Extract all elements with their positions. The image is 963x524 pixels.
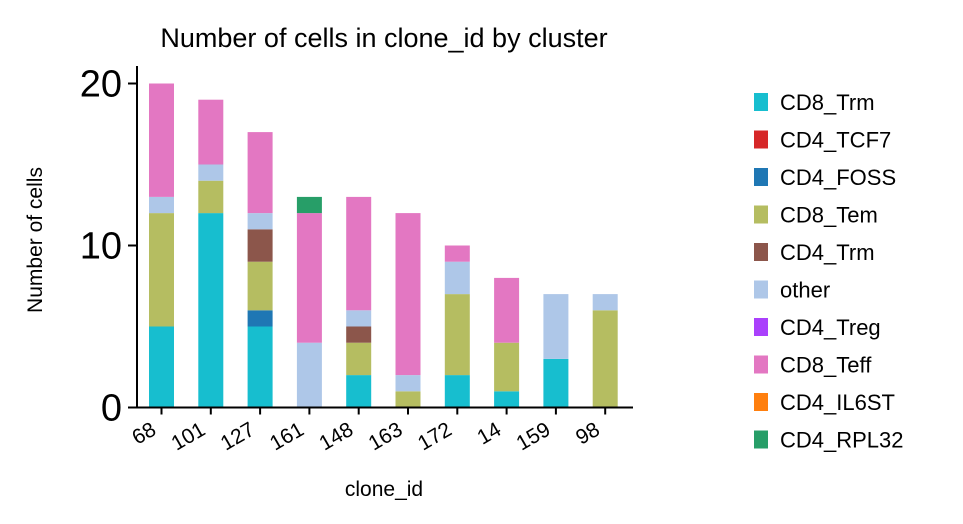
legend-label: CD4_IL6ST xyxy=(780,390,895,415)
bar-148-other xyxy=(346,310,372,327)
bar-98-other xyxy=(592,294,618,311)
bar-172-CD8_Teff xyxy=(444,245,470,262)
bar-14-CD8_Trm xyxy=(494,391,520,408)
bar-172-CD8_Tem xyxy=(444,294,470,376)
legend-swatch xyxy=(754,318,768,336)
y-tick-label: 10 xyxy=(80,226,122,268)
y-axis-label: Number of cells xyxy=(24,167,47,313)
bar-148-CD8_Tem xyxy=(346,342,372,376)
bar-161-CD8_Teff xyxy=(296,213,322,343)
bar-14-CD8_Teff xyxy=(494,277,520,343)
legend-swatch xyxy=(754,243,768,261)
bar-127-CD4_FOSS xyxy=(247,310,273,327)
legend-swatch xyxy=(754,355,768,374)
plot-area xyxy=(149,83,618,408)
bar-163-CD8_Teff xyxy=(395,213,421,376)
bar-163-other xyxy=(395,375,421,392)
x-tick-label: 172 xyxy=(414,418,456,455)
x-tick-label: 98 xyxy=(572,418,604,450)
y-tick-label: 20 xyxy=(80,64,122,106)
bar-161-CD4_RPL32 xyxy=(296,196,322,214)
chart-title: Number of cells in clone_id by cluster xyxy=(160,23,607,53)
y-tick-label: 0 xyxy=(101,388,122,430)
bar-148-CD4_Trm xyxy=(346,326,372,343)
bar-127-other xyxy=(247,213,273,230)
bar-159-other xyxy=(543,294,569,359)
x-tick-label: 148 xyxy=(315,418,357,455)
bar-127-CD8_Tem xyxy=(247,261,273,311)
y-axis: 0 10 20 xyxy=(80,64,138,430)
legend-swatch xyxy=(754,93,768,111)
bar-101-CD8_Trm xyxy=(198,213,224,408)
bar-163-CD8_Tem xyxy=(395,391,421,408)
x-tick-label: 163 xyxy=(365,418,407,455)
bar-159-CD8_Trm xyxy=(543,358,569,408)
legend-label: other xyxy=(780,278,830,303)
bar-127-CD4_Trm xyxy=(247,229,273,262)
legend-label: CD8_Tem xyxy=(780,203,878,228)
bar-14-CD8_Tem xyxy=(494,342,520,392)
x-axis: 68 101 127 161 148 163 172 14 159 98 xyxy=(128,406,633,455)
legend-label: CD4_FOSS xyxy=(780,165,896,190)
legend-swatch xyxy=(754,168,768,186)
bar-68-CD8_Trm xyxy=(149,326,174,408)
legend-label: CD4_RPL32 xyxy=(780,428,904,453)
legend: CD8_Trm CD4_TCF7 CD4_FOSS CD8_Tem CD4_Trmoth… xyxy=(754,90,904,453)
legend-swatch xyxy=(754,393,768,411)
legend-swatch xyxy=(754,430,768,449)
bar-148-CD8_Trm xyxy=(346,375,372,408)
bar-172-CD8_Trm xyxy=(444,375,470,408)
x-tick-label: 161 xyxy=(266,418,308,455)
legend-swatch xyxy=(754,205,768,224)
bar-68-other xyxy=(149,196,174,214)
bar-127-CD8_Teff xyxy=(247,132,273,214)
x-tick-label: 159 xyxy=(513,418,555,455)
bar-101-CD8_Teff xyxy=(198,99,224,165)
x-tick-label: 127 xyxy=(217,418,259,455)
bar-101-CD8_Tem xyxy=(198,180,224,214)
legend-label: CD4_Treg xyxy=(780,315,881,340)
x-tick-label: 68 xyxy=(128,418,160,450)
legend-label: CD8_Teff xyxy=(780,353,872,378)
bar-68-CD8_Tem xyxy=(149,213,174,327)
legend-label: CD8_Trm xyxy=(780,90,875,115)
legend-swatch xyxy=(754,280,768,299)
x-tick-label: 14 xyxy=(473,418,505,450)
legend-swatch xyxy=(754,130,768,149)
x-axis-label: clone_id xyxy=(345,478,423,501)
bar-148-CD8_Teff xyxy=(346,196,372,311)
bar-68-CD8_Teff xyxy=(149,83,174,197)
bar-127-CD8_Trm xyxy=(247,326,273,408)
x-tick-label: 101 xyxy=(167,418,209,455)
legend-label: CD4_TCF7 xyxy=(780,128,891,153)
bar-172-other xyxy=(444,261,470,295)
bar-161-other xyxy=(296,342,322,408)
bar-98-CD8_Tem xyxy=(592,310,618,408)
bar-101-other xyxy=(198,164,224,181)
legend-label: CD4_Trm xyxy=(780,240,875,265)
